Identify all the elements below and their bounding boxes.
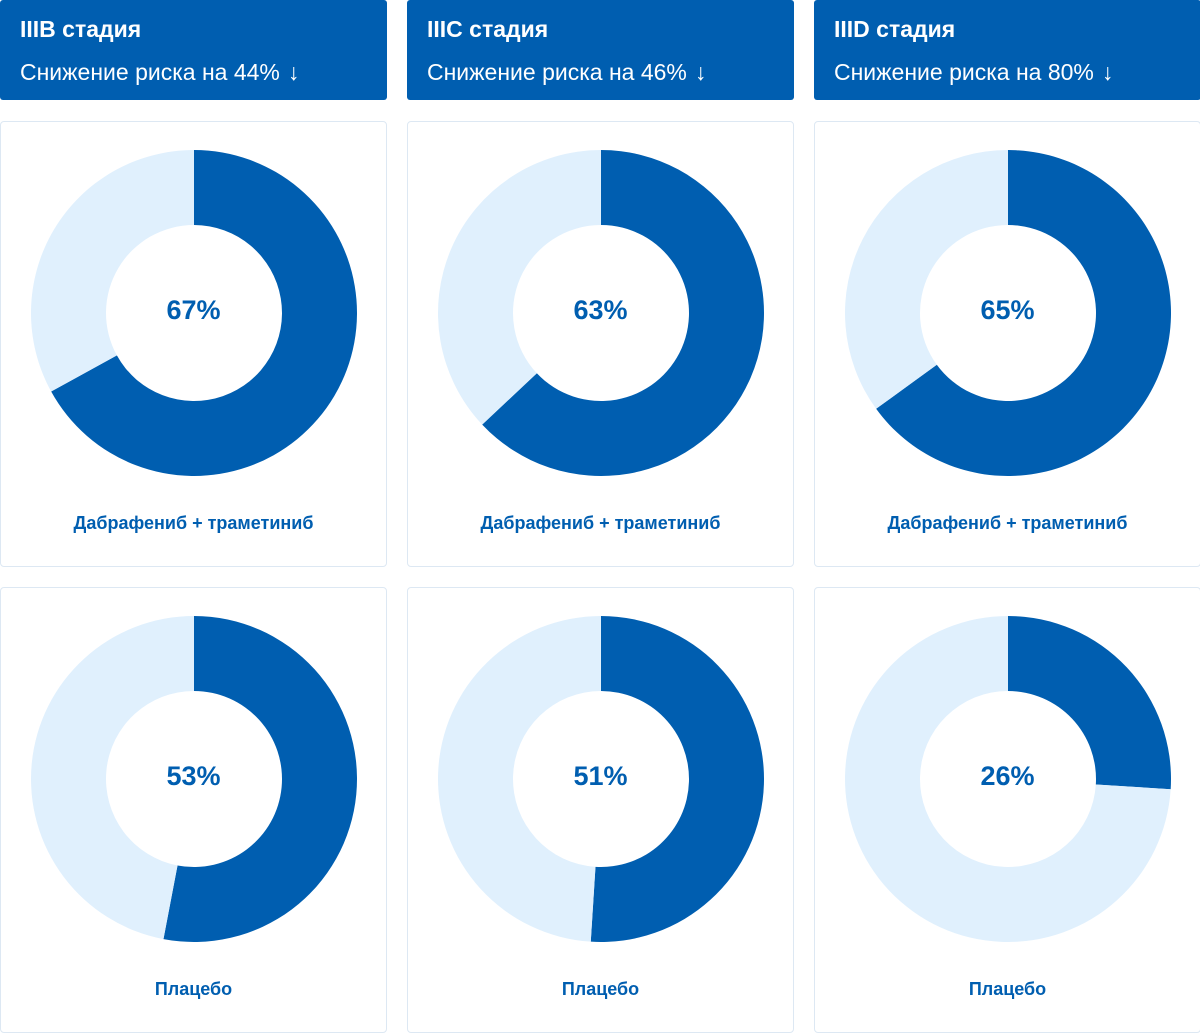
risk-reduction-text: Снижение риска на 44% — [20, 59, 280, 85]
stage-header: IIIB стадия Снижение риска на 44% ↓ — [0, 0, 387, 100]
risk-reduction-text: Снижение риска на 46% — [427, 59, 687, 85]
stage-header: IIID стадия Снижение риска на 80% ↓ — [814, 0, 1200, 100]
risk-reduction: Снижение риска на 44% ↓ — [20, 57, 299, 87]
placebo-label: Плацебо — [154, 979, 233, 999]
treatment-card: 67% Дабрафениб + траметиниб — [0, 121, 387, 567]
arrow-down-icon: ↓ — [287, 59, 300, 85]
arrow-down-icon: ↓ — [694, 59, 707, 85]
donut-slice-value — [1008, 616, 1171, 790]
placebo-card: 53% Плацебо — [0, 587, 387, 1033]
risk-reduction-text: Снижение риска на 80% — [834, 59, 1094, 85]
donut-chart — [438, 150, 764, 476]
donut-slice-value — [482, 150, 764, 476]
percentage-label: 51% — [573, 761, 628, 791]
donut-chart — [31, 150, 357, 476]
donut-slice-remainder — [31, 150, 195, 392]
stage-title: IIIC стадия — [427, 16, 549, 42]
donut-chart — [845, 150, 1171, 476]
donut-chart — [31, 616, 357, 942]
donut-slice-value — [876, 150, 1171, 476]
stage-header: IIIC стадия Снижение риска на 46% ↓ — [407, 0, 794, 100]
percentage-label: 63% — [573, 295, 628, 325]
risk-reduction: Снижение риска на 80% ↓ — [834, 57, 1113, 87]
donut-chart — [438, 616, 764, 942]
donut-slice-value — [590, 616, 764, 942]
treatment-label: Дабрафениб + траметиниб — [480, 513, 721, 533]
placebo-card: 26% Плацебо — [814, 587, 1200, 1033]
donut-slice-remainder — [845, 150, 1008, 409]
percentage-label: 67% — [166, 295, 221, 325]
placebo-card: 51% Плацебо — [407, 587, 794, 1033]
stage-title: IIID стадия — [834, 16, 956, 42]
donut-slice-remainder — [845, 616, 1171, 942]
donut-chart — [845, 616, 1171, 942]
percentage-label: 53% — [166, 761, 221, 791]
stage-title: IIIB стадия — [20, 16, 142, 42]
treatment-card: 63% Дабрафениб + траметиниб — [407, 121, 794, 567]
donut-slice-remainder — [31, 616, 195, 940]
placebo-label: Плацебо — [561, 979, 640, 999]
donut-slice-remainder — [438, 150, 601, 425]
treatment-label: Дабрафениб + траметиниб — [887, 513, 1128, 533]
donut-slice-value — [51, 150, 357, 476]
placebo-label: Плацебо — [968, 979, 1047, 999]
risk-reduction: Снижение риска на 46% ↓ — [427, 57, 706, 87]
treatment-card: 65% Дабрафениб + траметиниб — [814, 121, 1200, 567]
percentage-label: 26% — [980, 761, 1035, 791]
arrow-down-icon: ↓ — [1101, 59, 1114, 85]
donut-slice-remainder — [438, 616, 601, 942]
percentage-label: 65% — [980, 295, 1035, 325]
treatment-label: Дабрафениб + траметиниб — [73, 513, 314, 533]
donut-slice-value — [163, 616, 357, 942]
